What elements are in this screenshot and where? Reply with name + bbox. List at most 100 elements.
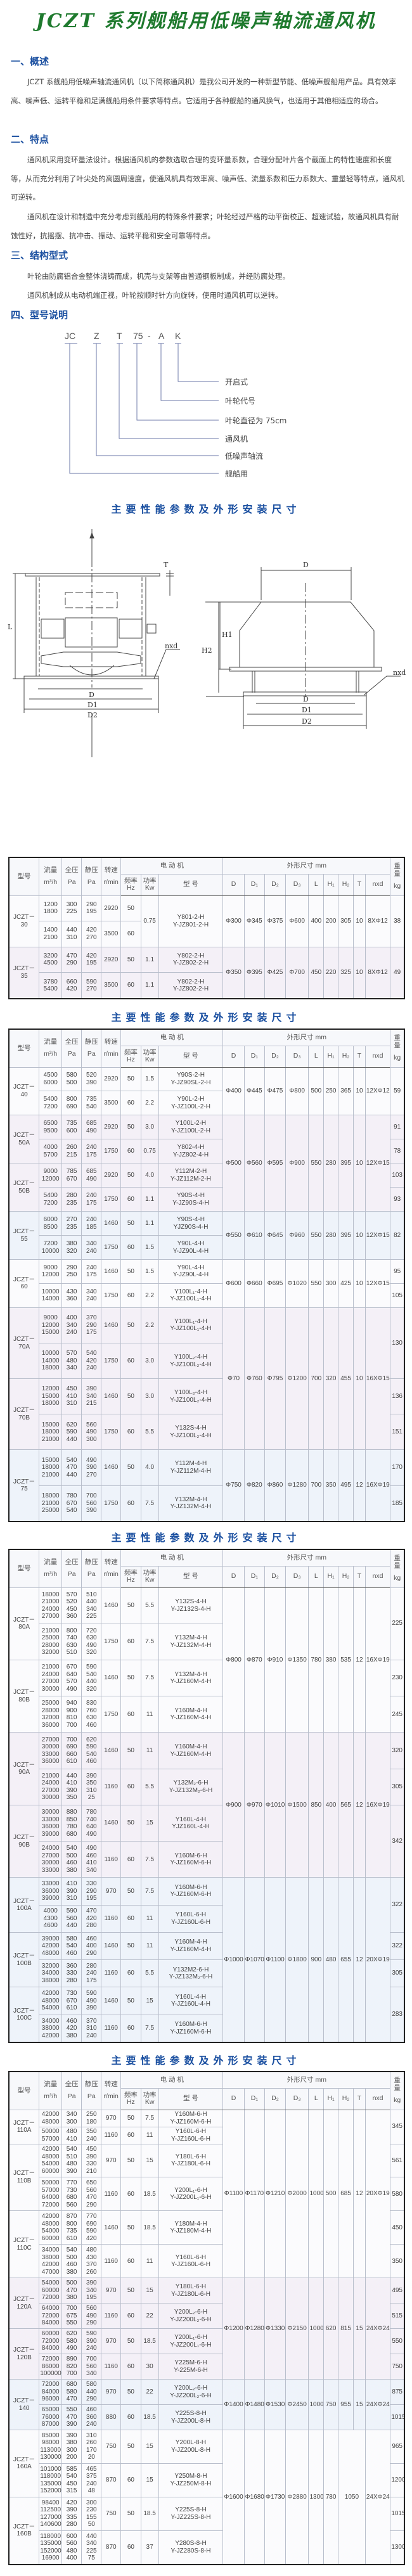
frequency-cell: 60 xyxy=(120,1768,141,1805)
paragraph-overview: JCZT 系舰船用低噪声轴流通风机（以下简称通风机）是我公司开发的一种新型节能、… xyxy=(11,77,396,105)
total-pressure-cell: 360 330 280 xyxy=(61,1959,82,1988)
speed-cell: 1160 xyxy=(101,2354,122,2380)
power-cell: 2.2 xyxy=(140,1283,159,1308)
total-pressure-cell: 620 580 490 xyxy=(61,2328,82,2355)
header-unit: kg xyxy=(394,1054,401,1061)
motor-model-cell: Y200L-8-H Y-JZ200L-8-H xyxy=(158,2430,224,2464)
frequency-cell: 60 xyxy=(120,2354,141,2380)
code-meaning: 开启式 xyxy=(225,378,248,387)
page-title: JCZT 系列舰船用低噪声轴流通风机 xyxy=(35,10,377,32)
table-row: JCZT－ 50B 9000 12000 785 670 685 490 2920 50 4… xyxy=(8,1163,405,1212)
table-row: JCZT－ 110A 42000 48000 340 300 250 180 970 50… xyxy=(8,2109,405,2279)
speed-cell: 1460 xyxy=(101,1587,122,1624)
frequency-cell: 60 xyxy=(120,2177,141,2212)
static-pressure-cell: 520 390 xyxy=(81,1067,102,1092)
speed-cell: 970 xyxy=(101,2109,122,2127)
weight-cell: 1015 xyxy=(390,2496,405,2531)
total-pressure-cell: 430 360 xyxy=(61,1283,82,1308)
header-total: 全压 Pa xyxy=(61,857,82,896)
total-pressure-cell: 270 235 xyxy=(61,1211,82,1236)
section-title: 主要性能参数及外形安装尺寸 xyxy=(111,1532,301,1544)
dimension-cell: Φ860 xyxy=(264,1449,286,1522)
dimension-cell: Φ70 xyxy=(222,1307,245,1451)
table-row: JCZT－ 80B 21000 24000 27000 30000 670 640 … xyxy=(8,1659,405,1733)
dimension-cell: 300 xyxy=(323,1259,338,1308)
header-dim: nxd xyxy=(364,2087,391,2110)
frequency-cell: 60 xyxy=(120,972,141,999)
static-pressure-cell: 560 490 290 xyxy=(81,2303,102,2329)
dimension-cell: 10 xyxy=(353,1211,366,1260)
motor-model-cell: Y100L₂-4-H Y-JZ100L₂-4-H xyxy=(158,1342,224,1380)
dimension-cell: Φ800 xyxy=(285,1067,309,1116)
table-row: JCZT－ 40 4500 6000 580 500 520 390 2920 50 1.5… xyxy=(8,1067,405,1116)
motor-model-cell: Y90S-2-H Y-JZ90SL-2-H xyxy=(158,1067,224,1092)
header-label: 静压 xyxy=(84,1037,98,1046)
dimension-cell: Φ700 xyxy=(285,946,309,999)
static-pressure-cell: 350 240 xyxy=(81,2126,102,2144)
static-pressure-cell: 735 540 xyxy=(81,1091,102,1116)
header-label: 全压 xyxy=(65,1037,79,1046)
frequency-cell: 60 xyxy=(120,1623,141,1660)
speed-cell: 1750 xyxy=(101,1139,122,1164)
header-unit: kg xyxy=(394,2096,401,2104)
flow-cell: 4000 5700 xyxy=(39,1139,63,1164)
total-pressure-cell: 590 560 440 xyxy=(61,1904,82,1933)
header-dim: D xyxy=(222,873,245,896)
speed-cell: 1460 xyxy=(101,1378,122,1415)
header-motor: 电 动 机 xyxy=(120,857,224,875)
dimension-cell: Φ475 xyxy=(264,1067,286,1116)
flow-cell: 39000 42000 48000 xyxy=(39,1932,63,1961)
speed-cell: 750 xyxy=(101,2430,122,2464)
table-row: JCZT－ 90B 30000 33000 36000 39000 880 850 … xyxy=(8,1804,405,1878)
speed-cell: 970 xyxy=(101,2328,122,2355)
total-pressure-cell: 580 500 xyxy=(61,1067,82,1092)
frequency-cell: 50 xyxy=(120,1987,141,2015)
header-dim: D xyxy=(222,1045,245,1068)
motor-model-cell: Y225S-8-H Y-JZ225S-8-H xyxy=(158,2496,224,2531)
dimension-cell: 24XΦ24 xyxy=(364,2278,391,2380)
label-H2: H2 xyxy=(202,646,212,655)
dimension-cell: Φ1680 xyxy=(243,2430,266,2565)
flow-cell: 42000 48000 54000 60000 xyxy=(39,2210,63,2245)
total-pressure-cell: 440 410 390 350 xyxy=(61,1768,82,1805)
dimension-cell: 220 xyxy=(323,946,338,999)
power-cell: 15 xyxy=(140,2143,159,2178)
header-dim: L xyxy=(308,2087,325,2110)
frequency-cell: 60 xyxy=(120,1235,141,1260)
power-cell: 1.5 xyxy=(140,1235,159,1260)
dimension-cell: 16XΦ19 xyxy=(364,1449,391,1522)
frequency-cell: 50 xyxy=(120,1067,141,1092)
header-motor: 电 动 机 xyxy=(120,1549,224,1567)
dimension-cell: 12XΦ15 xyxy=(364,1115,391,1212)
header-label: 静压 xyxy=(84,2080,98,2088)
motor-model-cell: Y90S-4-H YJZ90S-4-H xyxy=(158,1211,224,1236)
model-cell: JCZT－ 160B xyxy=(8,2496,40,2565)
flow-cell: 21000 24000 27000 30000 xyxy=(39,1768,63,1805)
static-pressure-cell: 590 270 xyxy=(81,972,102,999)
power-cell: 7.5 xyxy=(140,1841,159,1878)
dimension-cell: Φ595 xyxy=(264,1115,286,1212)
power-cell: 7.5 xyxy=(140,1877,159,1906)
motor-model-cell: Y180L-6-H Y-JZ180L-6-H xyxy=(158,2278,224,2304)
flow-cell: 5400 7200 xyxy=(39,1091,63,1116)
header-total: 全压 Pa xyxy=(61,2071,82,2110)
table-row: 32000 34000 38000 360 330 280 280 240 175 1… xyxy=(9,1959,405,1988)
dimension-cell: 12 xyxy=(353,1732,366,1878)
power-cell: 11 xyxy=(140,2244,159,2279)
dimension-cell: Φ2150 xyxy=(285,2278,309,2380)
total-pressure-cell: 890 820 700 xyxy=(61,2354,82,2380)
motor-model-cell: Y802-2-H Y-JZ802-2-H xyxy=(158,946,224,973)
total-pressure-cell: 660 420 xyxy=(61,972,82,999)
static-pressure-cell: 240 175 xyxy=(81,1187,102,1212)
header-kw: 功率 Kw xyxy=(140,873,159,896)
flow-cell: 34000 38000 42000 xyxy=(39,2014,63,2043)
dimension-cell: Φ1200 xyxy=(222,2278,245,2380)
motor-model-cell: Y112M-4-H Y-JZ112M-4-H xyxy=(158,1449,224,1486)
frequency-cell: 50 xyxy=(120,1932,141,1961)
table-row: 24000 27000 30000 33000 540 500 460 380 49… xyxy=(9,1841,404,1878)
static-pressure-cell: 650 560 470 290 xyxy=(81,2177,102,2212)
flow-cell: 4000 4300 4600 xyxy=(39,1904,63,1933)
static-pressure-cell: 300 230 155 50 xyxy=(81,2496,102,2531)
weight-cell: 49 xyxy=(390,946,405,999)
code-part: T xyxy=(117,331,122,341)
